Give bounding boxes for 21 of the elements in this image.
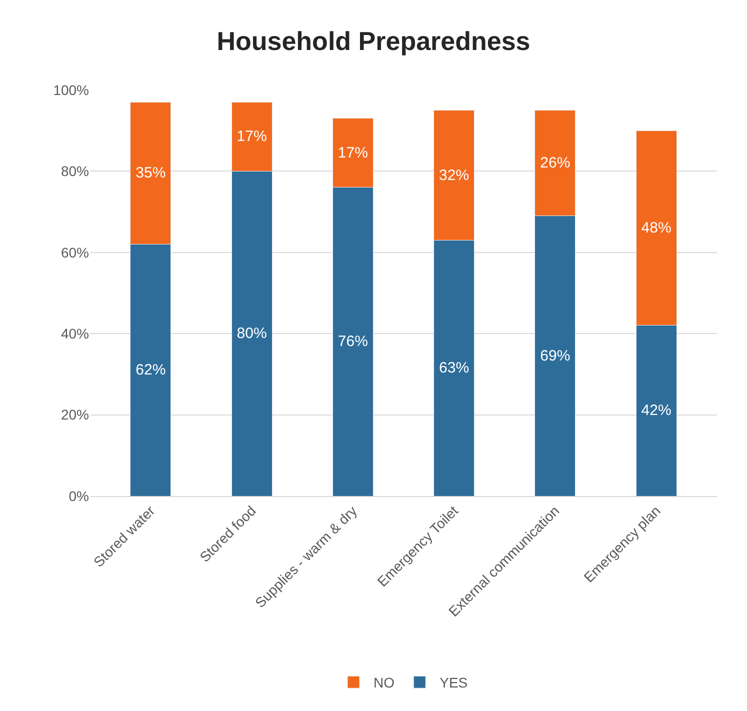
data-label: 35% (136, 164, 166, 182)
y-tick-label: 100% (53, 82, 89, 98)
data-label: 80% (236, 325, 267, 342)
data-label: 76% (338, 333, 368, 350)
y-tick-label: 80% (60, 163, 89, 180)
chart-title: Household Preparedness (216, 26, 530, 56)
y-tick-label: 60% (60, 244, 89, 260)
data-label: 62% (136, 362, 166, 379)
legend-label: NO (374, 674, 395, 691)
data-label: 69% (540, 347, 570, 364)
data-label: 32% (439, 166, 470, 184)
y-tick-label: 40% (60, 326, 89, 342)
y-tick-label: 20% (60, 406, 89, 423)
data-label: 17% (236, 128, 267, 146)
data-label: 63% (439, 360, 470, 377)
legend-label: YES (440, 674, 468, 691)
data-label: 17% (338, 144, 368, 162)
data-label: 26% (540, 154, 570, 172)
data-label: 42% (641, 402, 672, 420)
y-tick-label: 0% (68, 488, 89, 504)
data-label: 48% (641, 220, 672, 237)
